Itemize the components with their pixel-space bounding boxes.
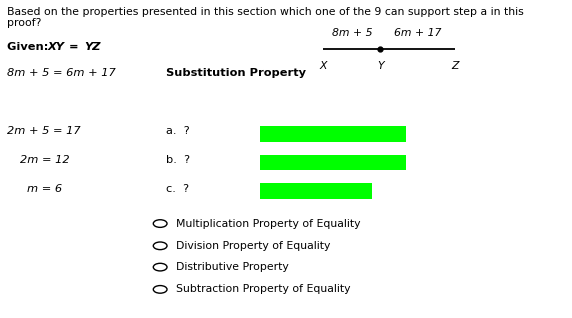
Text: Substitution Property: Substitution Property [166,68,306,78]
Text: proof?: proof? [7,18,41,28]
Text: 8m + 5 = 6m + 17: 8m + 5 = 6m + 17 [7,68,116,78]
Text: =: = [65,42,83,52]
Text: 2m + 5 = 17: 2m + 5 = 17 [7,126,81,135]
Text: Subtraction Property of Equality: Subtraction Property of Equality [176,284,351,294]
Text: XY: XY [48,42,65,52]
Text: YZ: YZ [84,42,101,52]
Text: X: X [319,61,327,71]
Text: Division Property of Equality: Division Property of Equality [176,241,331,251]
Text: 6m + 17: 6m + 17 [394,28,441,38]
Text: Z: Z [451,61,459,71]
Bar [260,183,372,199]
Text: Given:: Given: [7,42,52,52]
Bar [260,126,406,142]
Text: 2m = 12: 2m = 12 [20,155,70,165]
Text: a.  ?: a. ? [166,126,190,135]
Text: 8m + 5: 8m + 5 [332,28,372,38]
Text: c.  ?: c. ? [166,184,189,194]
Text: Based on the properties presented in this section which one of the 9 can support: Based on the properties presented in thi… [7,7,523,17]
Text: Distributive Property: Distributive Property [176,262,289,272]
Text: b.  ?: b. ? [166,155,190,165]
Text: Y: Y [377,61,384,71]
Text: m = 6: m = 6 [27,184,62,194]
Text: Multiplication Property of Equality: Multiplication Property of Equality [176,218,361,229]
Bar [260,155,406,170]
